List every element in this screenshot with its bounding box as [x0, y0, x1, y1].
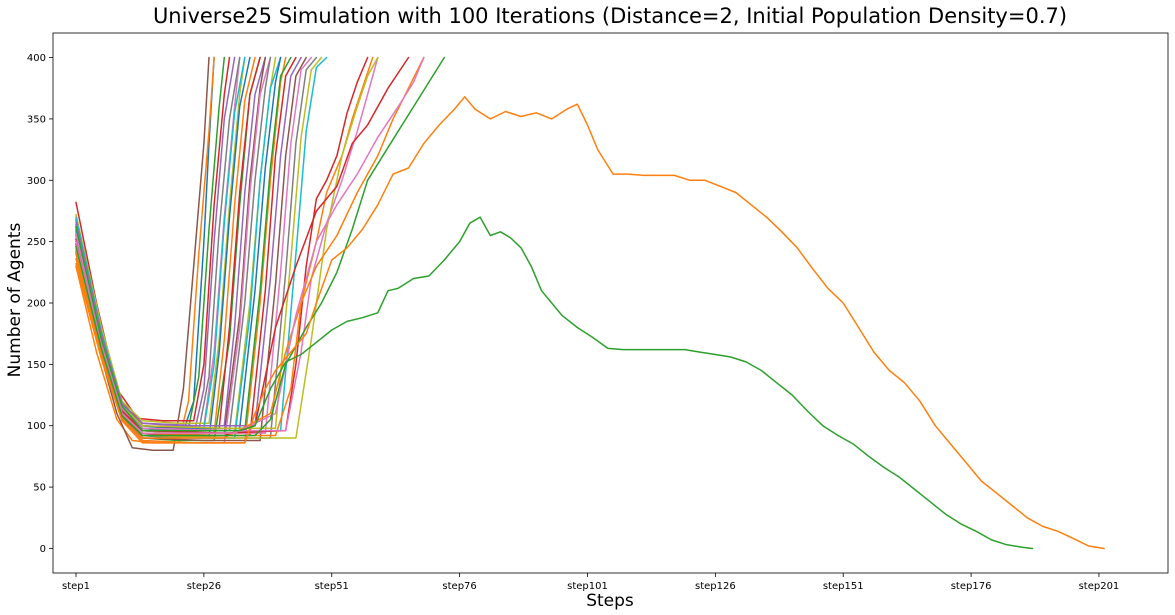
series-line-38 — [75, 56, 446, 437]
x-tick-label: step101 — [567, 581, 608, 592]
x-tick-label: step201 — [1079, 581, 1120, 592]
x-axis-title: Steps — [586, 591, 634, 611]
y-tick-label: 150 — [27, 360, 46, 371]
series-line-31 — [75, 56, 369, 434]
chart-title: Universe25 Simulation with 100 Iteration… — [153, 4, 1067, 28]
y-axis: 0 50 100 150 200 250 300 350 400 — [27, 53, 53, 555]
y-tick-label: 200 — [27, 299, 46, 310]
y-tick-label: 350 — [27, 114, 46, 125]
series-line-39 — [75, 96, 1105, 550]
series-line-33 — [75, 56, 379, 432]
y-tick-label: 300 — [27, 176, 46, 187]
x-tick-label: step176 — [951, 581, 992, 592]
series-line-36 — [75, 56, 425, 439]
x-tick-label: step51 — [315, 581, 349, 592]
x-tick-label: step1 — [62, 581, 90, 592]
y-axis-title: Number of Agents — [5, 223, 25, 378]
series-line-37 — [75, 56, 425, 434]
y-tick-label: 50 — [33, 483, 46, 494]
y-tick-label: 100 — [27, 421, 46, 432]
series-line-9 — [75, 56, 246, 425]
series-line-40 — [75, 216, 1034, 550]
plot-area: step1 step26 step51 step76 step101 step126 ste… — [27, 32, 1169, 592]
x-tick-label: step76 — [442, 581, 476, 592]
x-axis: step1 step26 step51 step76 step101 step126 ste… — [62, 573, 1119, 592]
series-layer — [75, 56, 1105, 550]
x-tick-label: step26 — [187, 581, 221, 592]
y-tick-label: 0 — [40, 544, 46, 555]
x-tick-label: step126 — [695, 581, 736, 592]
y-tick-label: 250 — [27, 237, 46, 248]
y-tick-label: 400 — [27, 53, 46, 64]
x-tick-label: step151 — [823, 581, 864, 592]
